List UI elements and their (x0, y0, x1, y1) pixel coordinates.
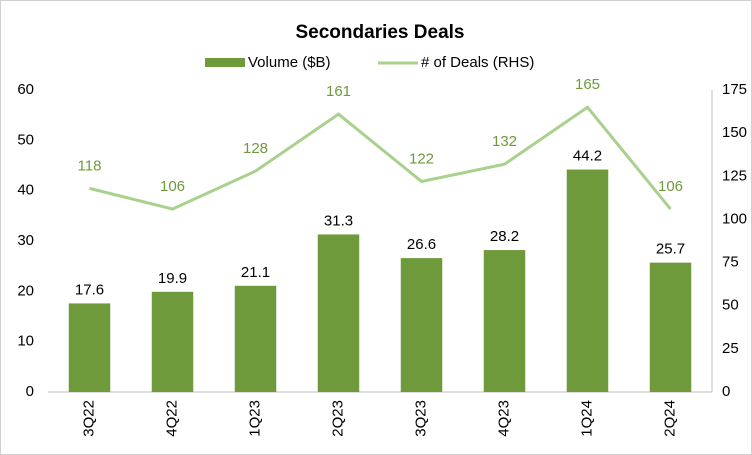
x-tick-label: 3Q23 (412, 400, 429, 437)
bar (317, 234, 360, 392)
bar (400, 258, 443, 392)
line-label: 106 (658, 178, 683, 195)
y2-tick-label: 25 (722, 340, 739, 357)
y-tick-label: 60 (17, 81, 34, 98)
data-label: 19.9 (158, 270, 187, 287)
bar (649, 262, 692, 392)
x-tick-label: 4Q22 (163, 400, 180, 437)
chart-title: Secondaries Deals (296, 22, 465, 43)
line (89, 105, 672, 211)
line-label: 161 (326, 83, 351, 100)
data-label: 17.6 (75, 281, 104, 298)
y-tick-label: 20 (17, 282, 34, 299)
line-label: 165 (575, 76, 600, 93)
x-tick-label: 3Q22 (80, 400, 97, 437)
line-label: 122 (409, 150, 434, 167)
bar (566, 169, 609, 392)
bar (483, 250, 526, 392)
line-label: 118 (78, 157, 102, 174)
legend-label: Volume ($B) (248, 54, 331, 71)
y2-tick-label: 100 (722, 210, 747, 227)
legend-swatch (205, 58, 245, 67)
y-tick-label: 10 (17, 333, 34, 350)
data-label: 25.7 (656, 241, 685, 258)
y2-tick-label: 0 (722, 383, 730, 400)
y-tick-label: 50 (17, 131, 34, 148)
line-label: 128 (243, 140, 268, 157)
line-label: 106 (160, 178, 185, 195)
x-tick-label: 4Q23 (495, 400, 512, 437)
x-tick-label: 1Q23 (246, 400, 263, 437)
x-tick-label: 2Q24 (661, 400, 678, 437)
line-label: 132 (492, 133, 517, 150)
data-label: 44.2 (573, 147, 602, 164)
y2-tick-label: 75 (722, 254, 739, 271)
y2-tick-label: 125 (722, 167, 747, 184)
data-label: 26.6 (407, 236, 436, 253)
data-label: 21.1 (241, 264, 270, 281)
x-tick-label: 1Q24 (578, 400, 595, 437)
y2-tick-label: 50 (722, 297, 739, 314)
y-tick-label: 0 (26, 383, 34, 400)
bar (68, 303, 111, 392)
x-tick-label: 2Q23 (329, 400, 346, 437)
y-tick-label: 40 (17, 182, 34, 199)
data-label: 31.3 (324, 212, 353, 229)
data-label: 28.2 (490, 228, 519, 245)
legend-label: # of Deals (RHS) (421, 54, 534, 71)
bar (234, 285, 277, 392)
bar (151, 291, 194, 392)
y2-tick-label: 175 (722, 81, 747, 98)
y-tick-label: 30 (17, 232, 34, 249)
y2-tick-label: 150 (722, 124, 747, 141)
